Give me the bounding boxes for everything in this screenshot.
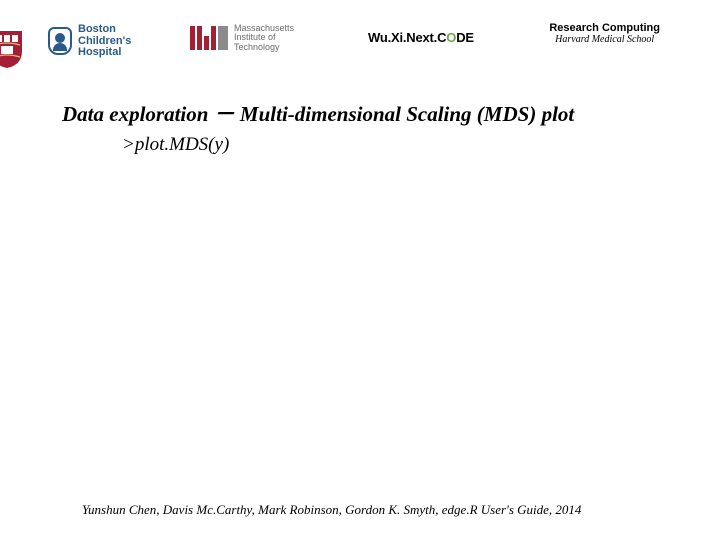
wuxi-prefix: Wu.Xi.Next.C	[368, 30, 446, 45]
logo-boston-childrens: Boston Children's Hospital	[48, 24, 131, 59]
logo-harvard-shield	[0, 29, 24, 69]
bch-line1: Boston	[78, 24, 131, 36]
code-snippet: >plot.MDS(y)	[122, 134, 229, 156]
wuxi-o: O	[446, 30, 456, 45]
slide-title: Data exploration － Multi-dimensional Sca…	[62, 98, 574, 128]
logo-wuxi-nextcode: Wu.Xi.Next.CODE	[368, 30, 474, 45]
wuxi-text: Wu.Xi.Next.CODE	[368, 30, 474, 45]
harvard-shield-icon	[0, 29, 24, 69]
bch-line3: Hospital	[78, 47, 131, 59]
mit-line3: Technology	[234, 43, 294, 52]
citation-text: Yunshun Chen, Davis Mc.Carthy, Mark Robi…	[82, 502, 680, 518]
bch-text: Boston Children's Hospital	[78, 24, 131, 59]
rc-title: Research Computing	[549, 22, 660, 34]
mit-bars-icon	[190, 26, 228, 50]
logo-mit: Massachusetts Institute of Technology	[190, 24, 294, 52]
header-bar: Boston Children's Hospital Massachusetts…	[0, 0, 720, 70]
wuxi-suffix: DE	[456, 30, 474, 45]
bch-shield-icon	[48, 27, 72, 55]
mit-text: Massachusetts Institute of Technology	[234, 24, 294, 52]
research-computing-block: Research Computing Harvard Medical Schoo…	[549, 22, 660, 45]
rc-subtitle: Harvard Medical School	[549, 34, 660, 45]
